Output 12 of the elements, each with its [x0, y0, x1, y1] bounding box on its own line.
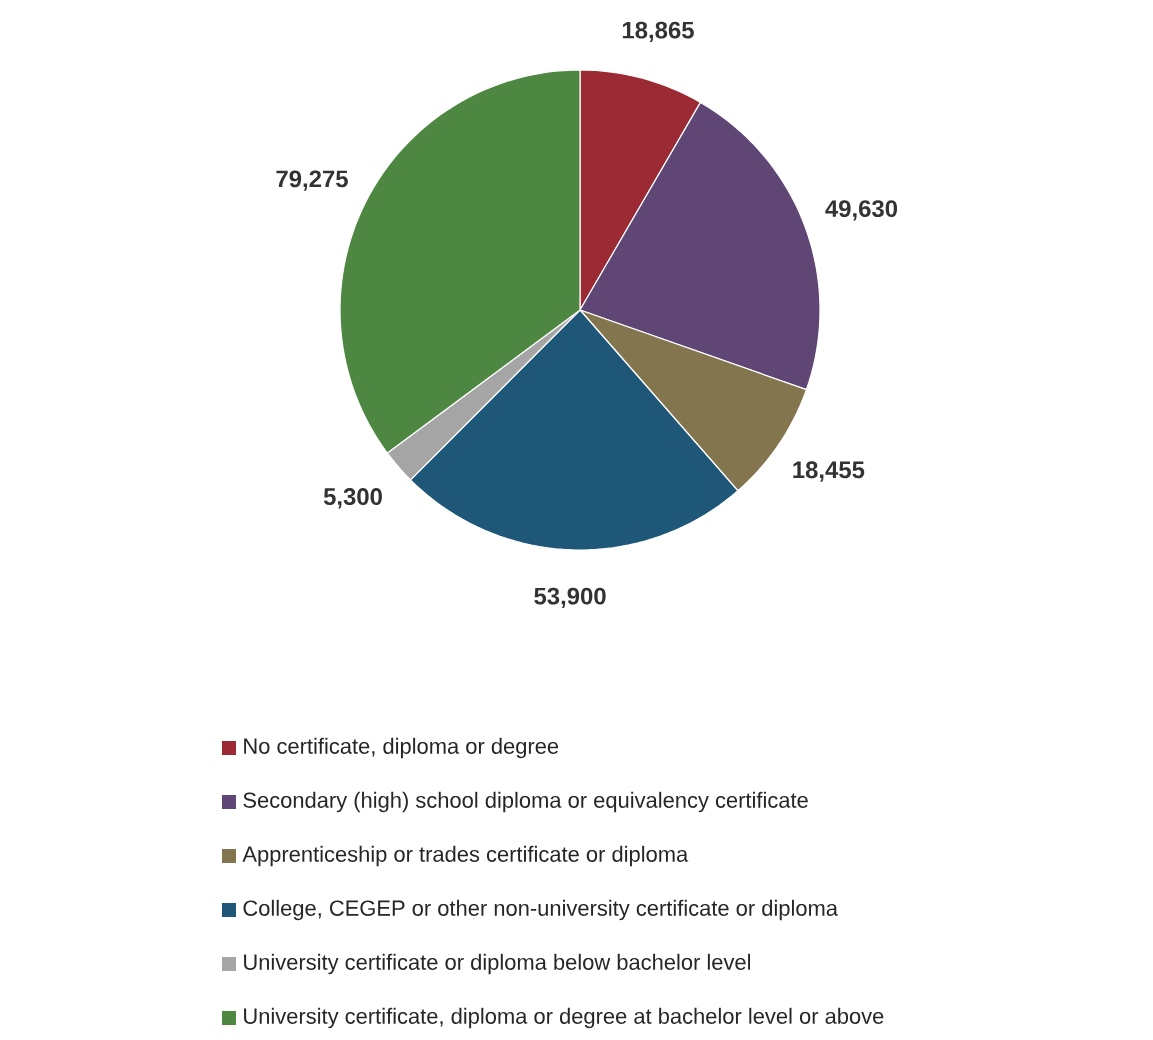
data-label: 18,455	[793, 461, 865, 482]
legend-label: University certificate or diploma below bachelor level	[244, 953, 751, 975]
data-label: 79,275	[276, 170, 348, 191]
legend-label: No certificate, diploma or degree	[244, 737, 559, 759]
data-label: 53,900	[534, 587, 606, 609]
legend-label: College, CEGEP or other non-university certificate or diploma	[243, 899, 838, 921]
data-label: 49,630	[825, 200, 898, 221]
legend-label: Secondary (high) school diploma or equivalency certificate	[243, 791, 808, 813]
legend-label: Apprenticeship or trades certificate or diploma	[242, 845, 689, 867]
data-label: 5,300	[323, 488, 382, 509]
data-label: 18,865	[622, 21, 694, 43]
legend-label: University certificate, diploma or degree at bachelor level or above	[244, 1007, 884, 1029]
